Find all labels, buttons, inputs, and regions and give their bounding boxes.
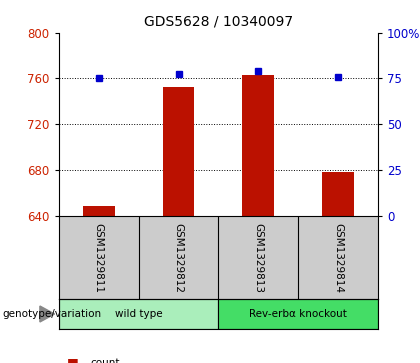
Text: count: count [90, 358, 120, 363]
Text: wild type: wild type [115, 309, 163, 319]
Text: Rev-erbα knockout: Rev-erbα knockout [249, 309, 347, 319]
Text: genotype/variation: genotype/variation [2, 309, 101, 319]
Text: ■: ■ [67, 356, 79, 363]
Bar [59, 299, 218, 329]
Text: GSM1329814: GSM1329814 [333, 223, 343, 293]
Text: GSM1329812: GSM1329812 [173, 223, 184, 293]
Text: GSM1329813: GSM1329813 [253, 223, 263, 293]
Title: GDS5628 / 10340097: GDS5628 / 10340097 [144, 15, 293, 29]
Bar [163, 86, 194, 216]
Bar [242, 75, 274, 216]
Bar [83, 206, 115, 216]
Bar [322, 172, 354, 216]
Bar [218, 299, 378, 329]
Text: GSM1329811: GSM1329811 [94, 223, 104, 293]
